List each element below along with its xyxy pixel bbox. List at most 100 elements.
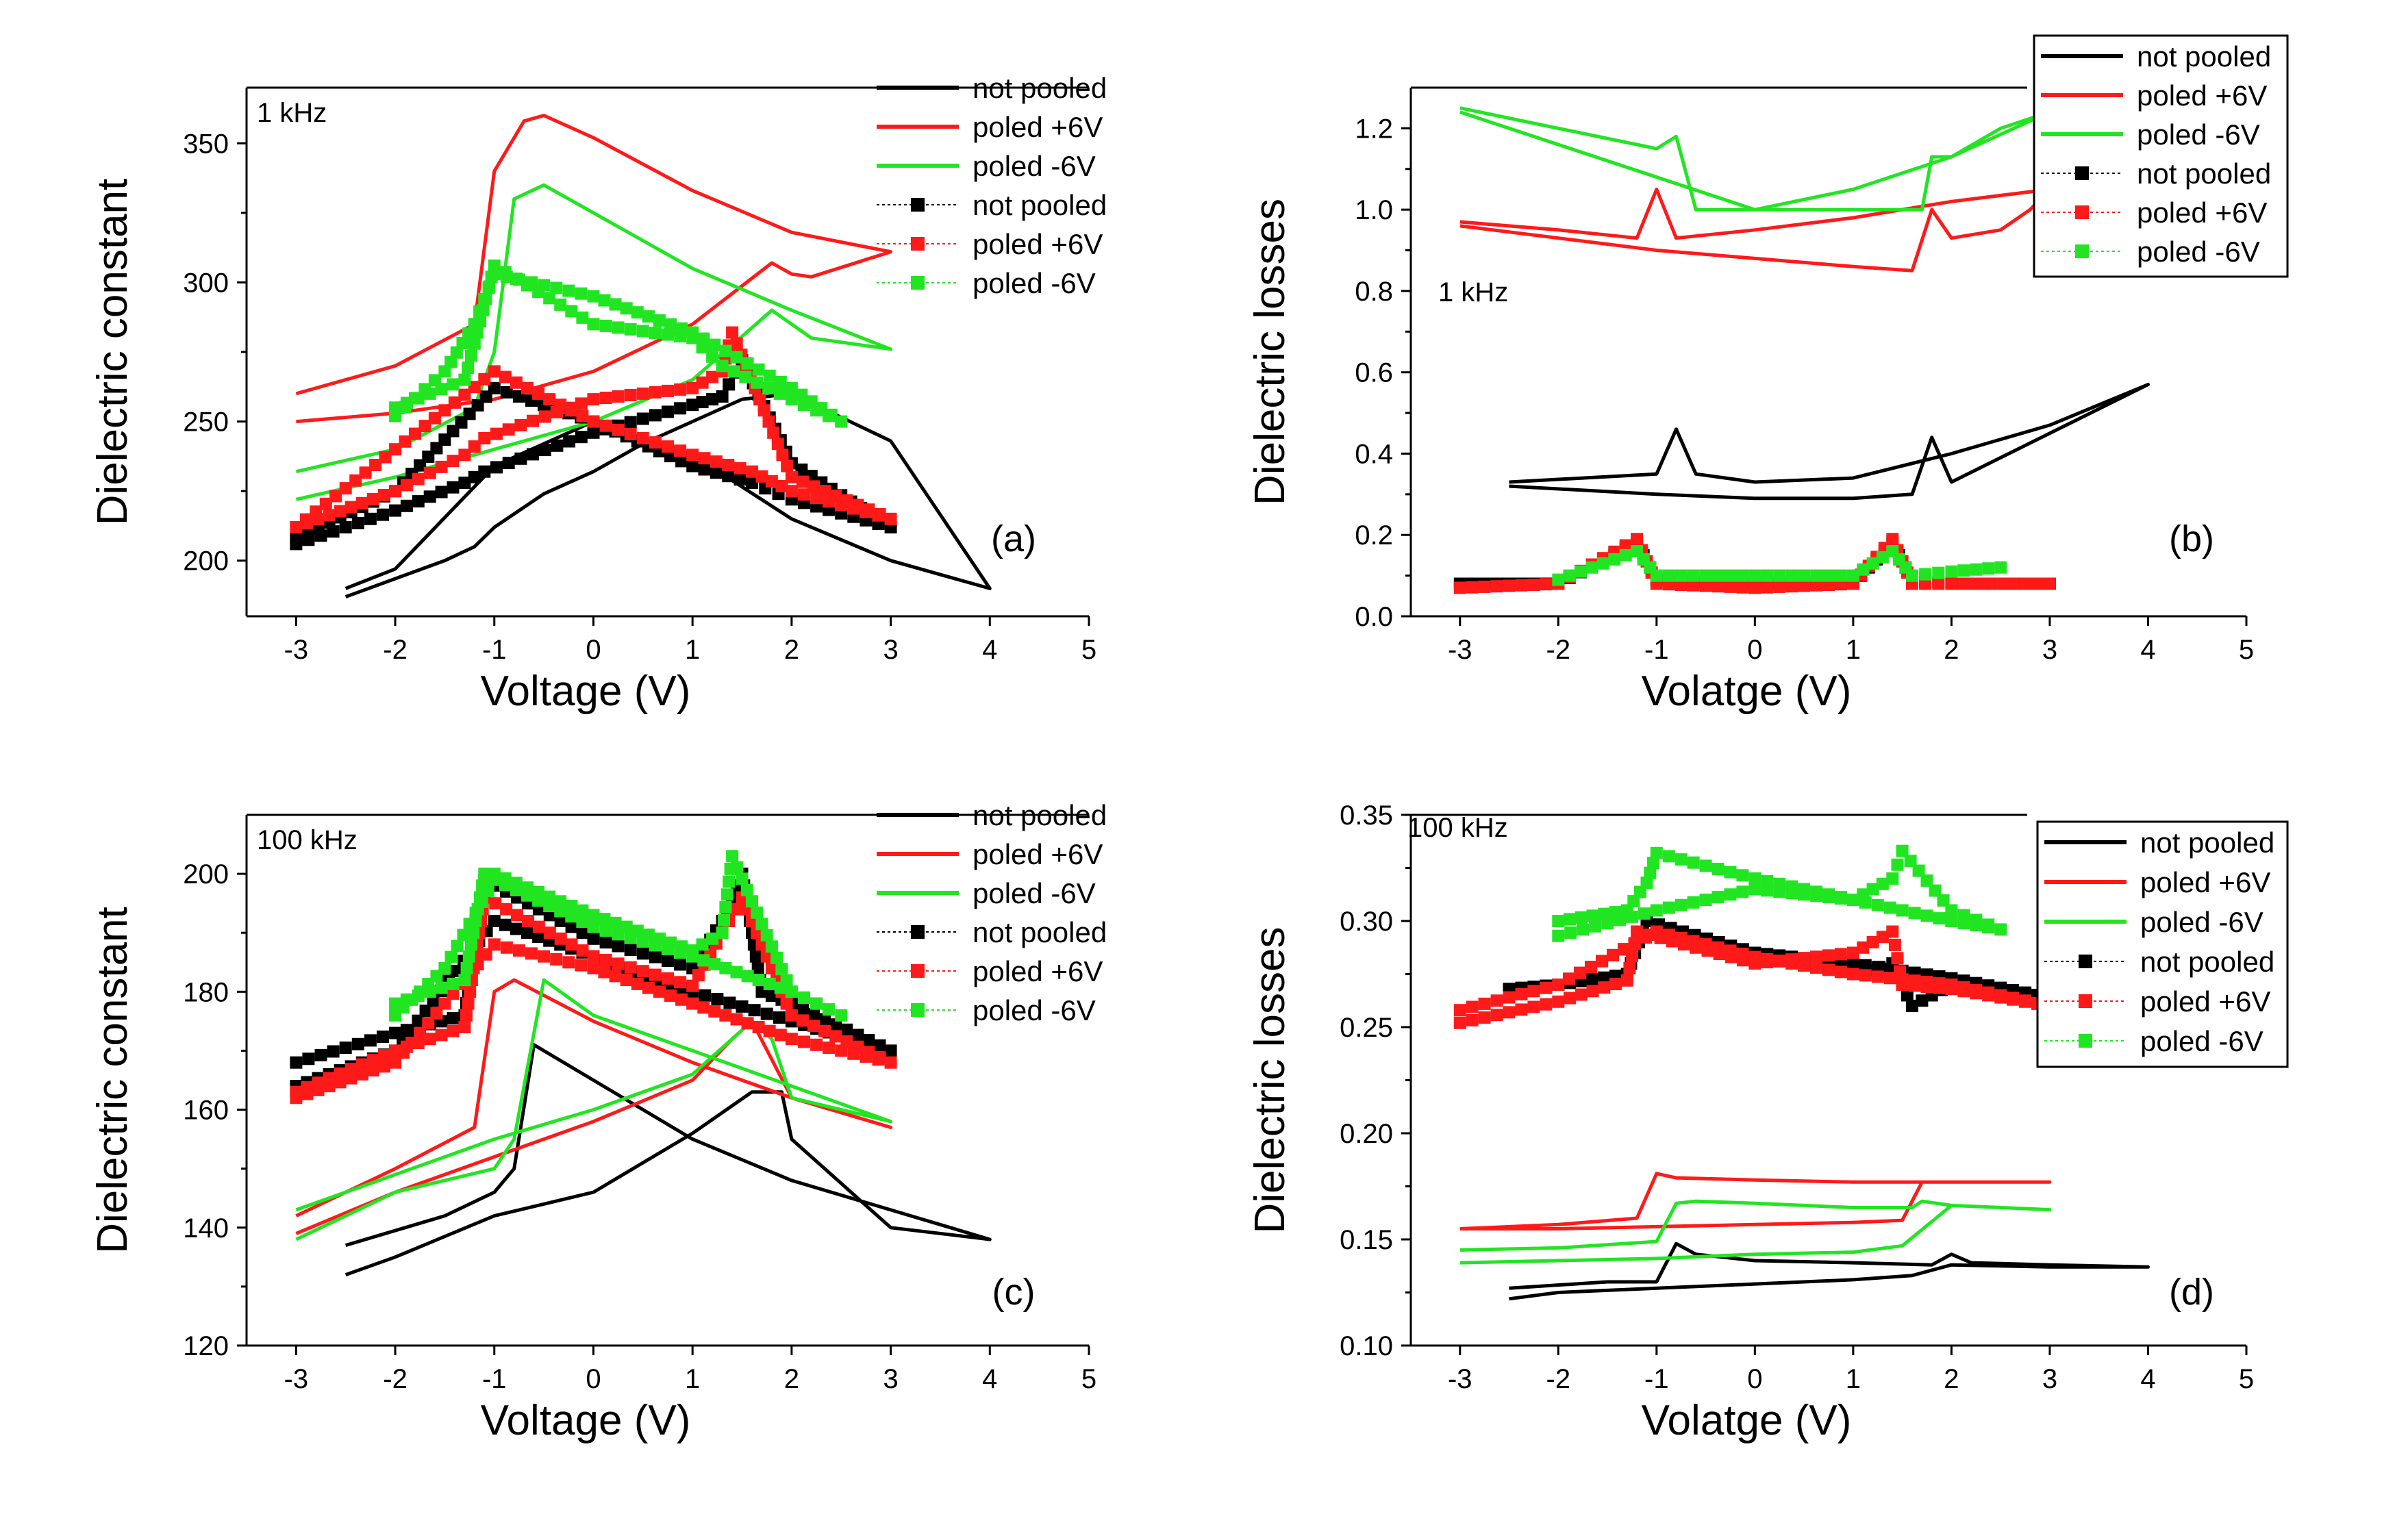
data-marker	[642, 981, 655, 994]
data-marker	[1933, 912, 1946, 925]
data-marker	[664, 318, 677, 331]
data-marker	[662, 440, 674, 453]
data-marker	[1798, 888, 1811, 901]
y-axis-label: Dielectric constant	[89, 179, 136, 526]
data-marker	[624, 416, 637, 429]
legend-label: poled +6V	[2140, 985, 2270, 1018]
frequency-annotation: 100 kHz	[257, 825, 358, 855]
data-marker	[686, 399, 699, 412]
data-marker	[339, 1042, 352, 1055]
series-line	[1459, 106, 2052, 212]
legend-label: poled -6V	[973, 877, 1096, 909]
x-tick-label: 3	[2042, 635, 2057, 665]
x-tick-label: -2	[1546, 1364, 1571, 1394]
data-marker	[290, 1091, 303, 1105]
x-tick-label: 0	[1747, 1364, 1762, 1394]
data-marker	[500, 386, 513, 399]
data-marker	[2019, 577, 2032, 590]
x-tick-label: -2	[1546, 635, 1571, 665]
data-marker	[562, 956, 575, 969]
y-tick-label: 0.20	[1340, 1119, 1393, 1149]
data-marker	[511, 909, 523, 922]
data-marker	[1859, 969, 1872, 982]
data-marker	[468, 337, 481, 350]
data-marker	[359, 466, 372, 479]
data-marker	[355, 496, 368, 509]
data-marker	[1515, 987, 1528, 1000]
data-marker	[662, 955, 674, 968]
data-marker	[767, 426, 780, 439]
x-tick-label: 5	[2239, 635, 2254, 665]
legend-label: not pooled	[973, 189, 1107, 221]
data-marker	[1945, 904, 1958, 917]
data-marker	[720, 888, 733, 901]
data-marker	[620, 974, 633, 987]
data-marker	[798, 488, 810, 501]
data-marker	[565, 305, 578, 318]
data-marker	[543, 292, 556, 305]
data-marker	[1453, 581, 1466, 594]
data-marker	[1857, 563, 1870, 576]
data-marker	[692, 969, 705, 982]
data-marker	[462, 950, 475, 963]
series-a-5	[389, 260, 848, 428]
data-marker	[447, 378, 460, 391]
data-marker	[664, 450, 677, 463]
data-marker	[730, 1013, 743, 1026]
chart-panel-d: -3 -2 -1 0 1 2 3 4 5 0.10 0.15 0.20 0.25 0.30 0.35 Vola…	[1246, 800, 2289, 1444]
data-marker	[1834, 569, 1847, 582]
data-marker	[527, 414, 539, 427]
data-marker	[400, 479, 413, 492]
data-marker	[1822, 891, 1835, 904]
data-marker	[1675, 931, 1688, 944]
data-marker	[1699, 569, 1712, 582]
data-marker	[624, 944, 637, 956]
data-marker	[1540, 998, 1553, 1011]
data-marker	[488, 938, 501, 951]
x-tick-label: 0	[586, 1364, 601, 1394]
data-marker	[448, 396, 461, 409]
legend-label: not pooled	[973, 916, 1107, 948]
data-marker	[1945, 577, 1958, 590]
series-line	[295, 978, 893, 1241]
data-marker	[366, 1053, 379, 1066]
data-marker	[818, 1024, 831, 1037]
data-marker	[1886, 872, 1899, 885]
data-marker	[1575, 565, 1588, 578]
x-tick-label: -3	[1448, 635, 1472, 665]
data-marker	[706, 370, 719, 383]
data-marker	[378, 1049, 390, 1062]
data-marker	[550, 281, 563, 294]
data-marker	[1699, 579, 1712, 592]
data-marker	[780, 997, 793, 1010]
data-marker	[1647, 857, 1659, 870]
data-marker	[290, 1056, 303, 1069]
series-line	[1459, 1199, 2052, 1265]
legend-label: poled +6V	[973, 228, 1103, 260]
data-marker	[389, 409, 402, 422]
data-marker	[575, 397, 588, 410]
data-marker	[514, 419, 527, 431]
y-tick-label: 250	[183, 407, 229, 438]
data-marker	[1957, 981, 1970, 994]
data-marker	[649, 968, 662, 981]
data-marker	[1932, 577, 1945, 590]
data-marker	[1886, 925, 1899, 938]
data-marker	[1798, 569, 1811, 582]
data-marker	[587, 290, 600, 303]
data-marker	[785, 470, 798, 483]
data-marker	[1586, 909, 1599, 922]
data-marker	[674, 444, 687, 457]
data-marker	[599, 924, 612, 937]
x-axis-label: Volatge (V)	[1642, 668, 1852, 715]
data-marker	[781, 459, 794, 472]
data-marker	[835, 415, 848, 428]
y-axis-label: Dielectric losses	[1246, 927, 1294, 1234]
series-b-5	[1552, 545, 2007, 586]
data-marker	[1846, 957, 1859, 970]
series-b-2	[1459, 106, 2052, 212]
data-marker	[1906, 1000, 1918, 1012]
series-c-0	[344, 1043, 992, 1277]
legend-label: poled +6V	[973, 111, 1103, 143]
data-marker	[565, 910, 578, 923]
